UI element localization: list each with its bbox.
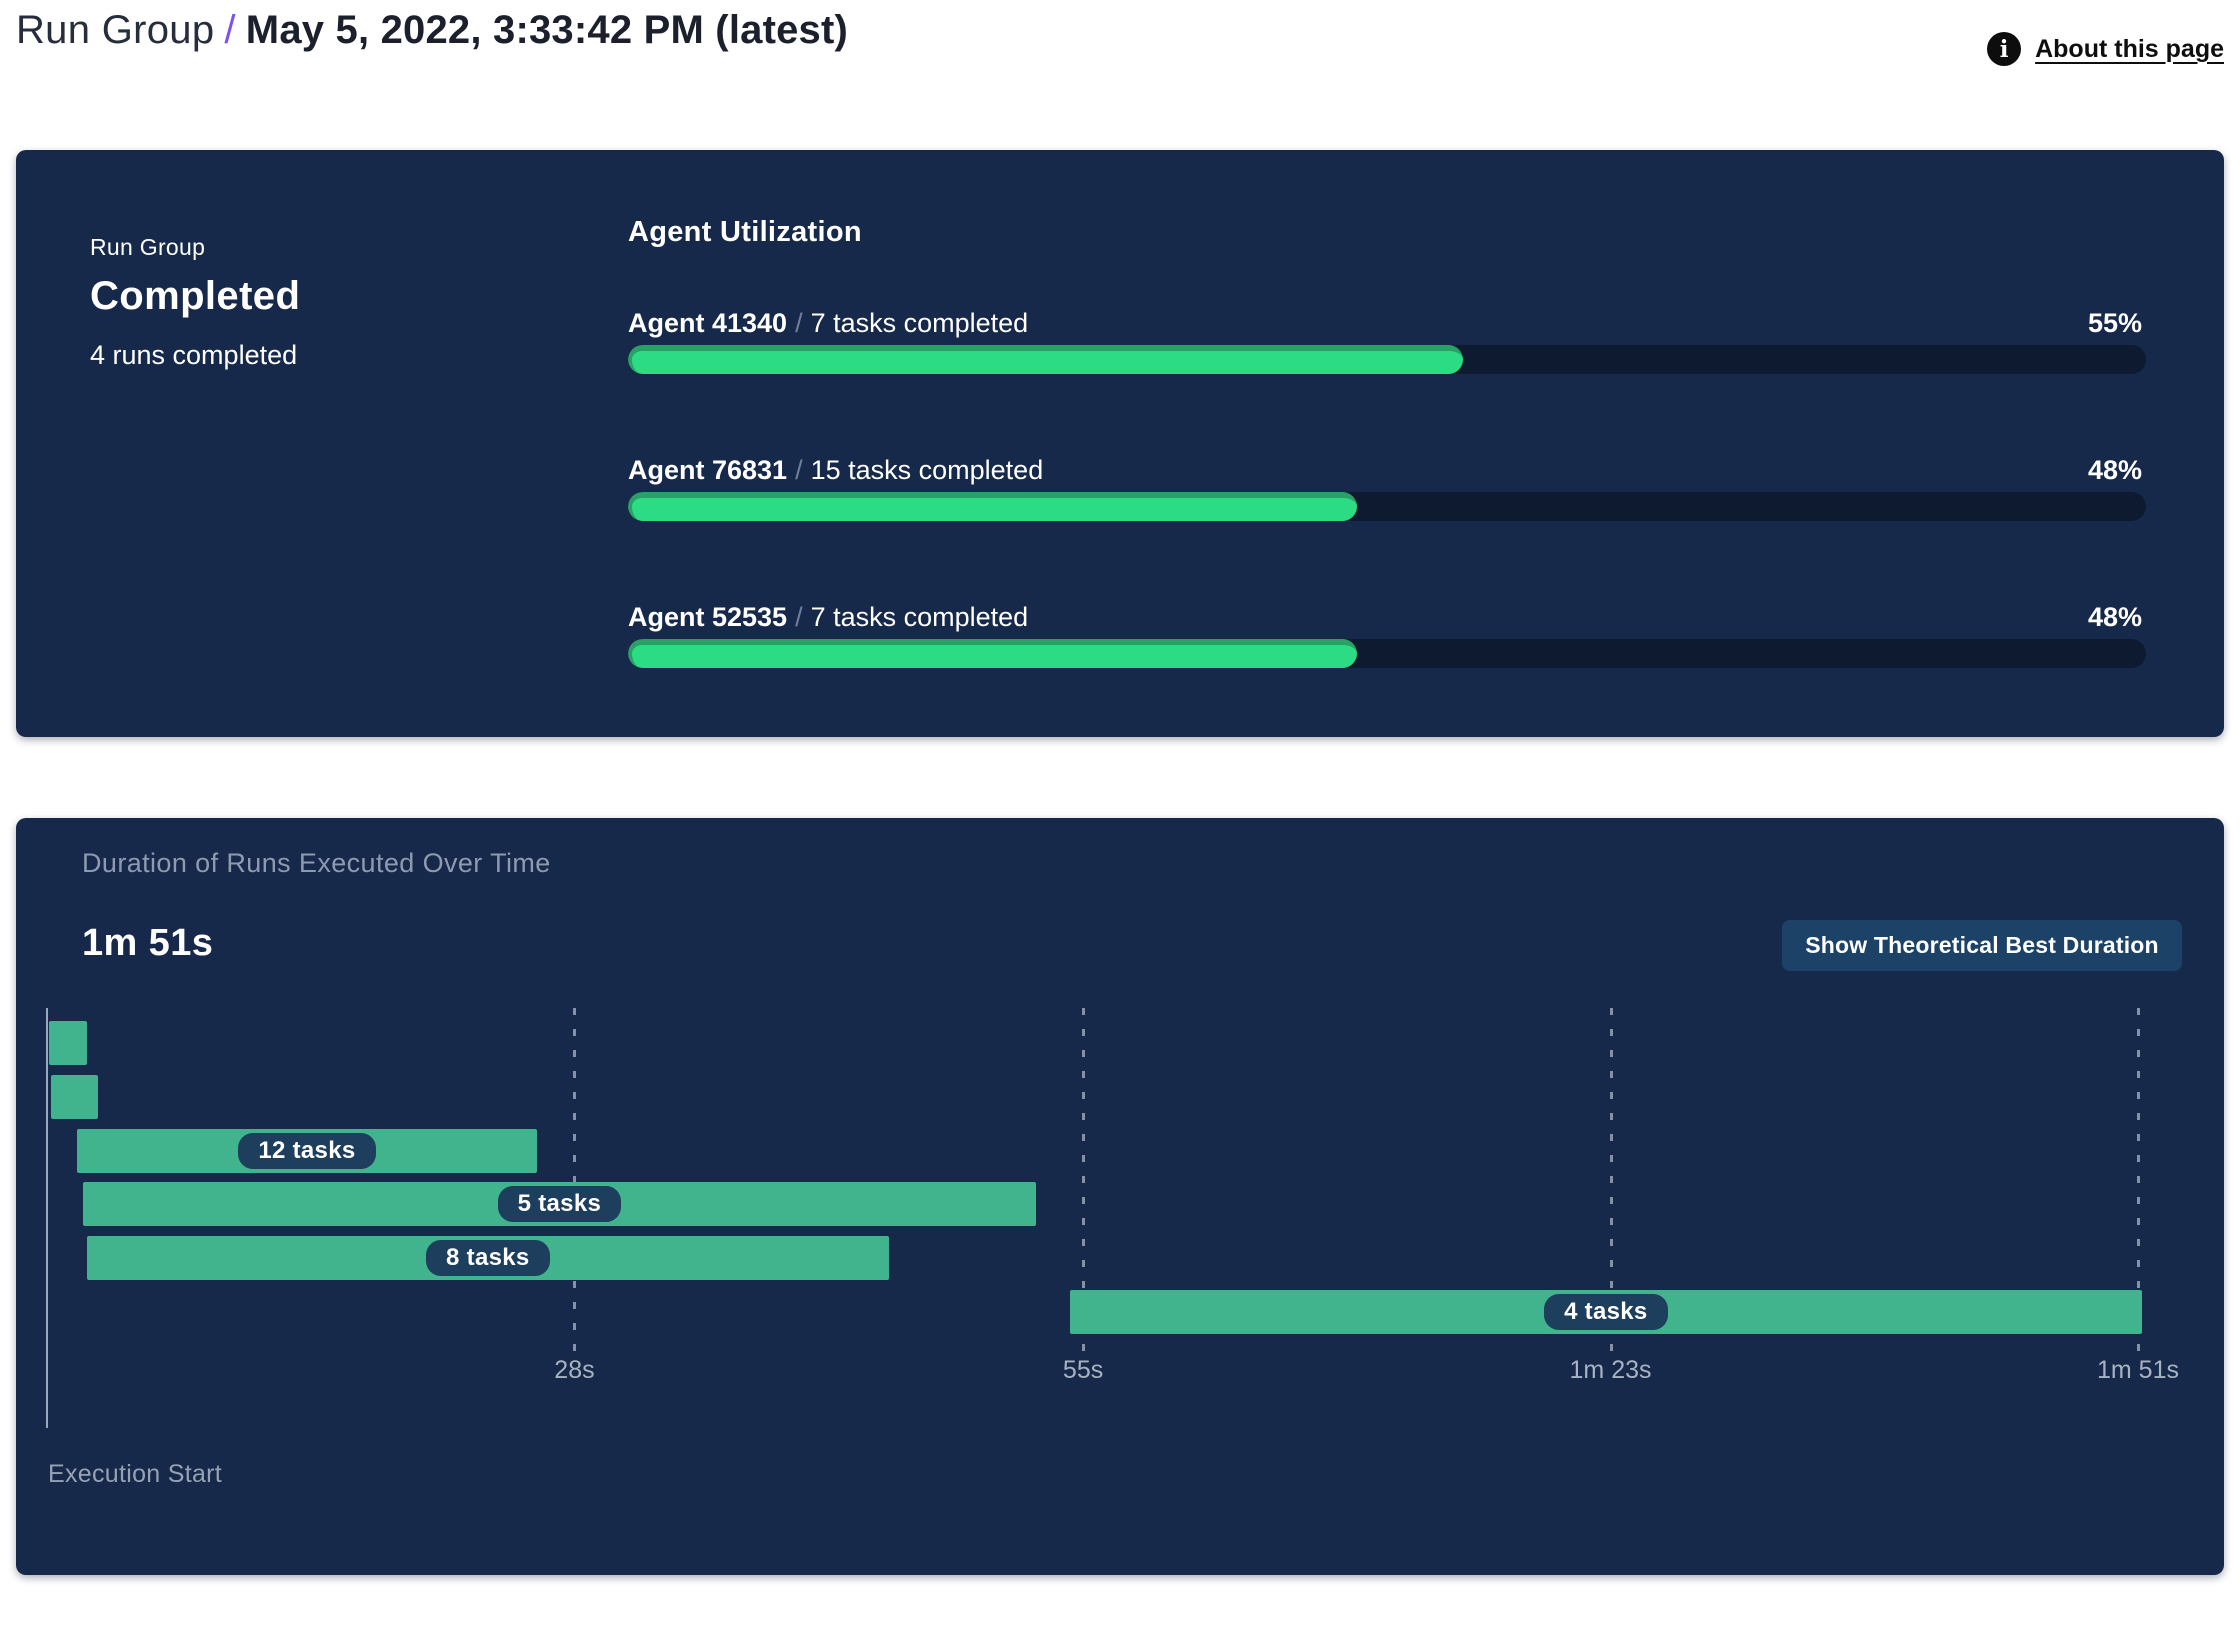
page-header: Run Group / May 5, 2022, 3:33:42 PM (lates… [0,0,2240,90]
agent-row-label: Agent 41340/7 tasks completed [628,308,2146,339]
agent-label-separator: / [795,602,803,632]
agent-utilization-row: Agent 52535/7 tasks completed 48% [628,602,2146,682]
agent-utilization-percent: 48% [2087,455,2142,485]
agent-utilization-row: Agent 41340/7 tasks completed 55% [628,308,2146,388]
time-gridline [1609,1008,1613,1352]
total-duration-value: 1m 51s [82,922,214,964]
agent-tasks-completed: 7 tasks completed [810,602,1029,632]
run-duration-bar[interactable]: 12 tasks [77,1128,537,1173]
about-link-group: i About this page [1987,32,2224,66]
run-group-label: Run Group [90,234,206,260]
execution-start-label: Execution Start [48,1460,223,1488]
page-title-date: May 5, 2022, 3:33:42 PM (latest) [245,8,849,52]
agent-utilization-list: Agent 41340/7 tasks completed 55% Agent 76… [628,150,2146,737]
run-group-summary-panel: Run Group Completed 4 runs completed Age… [16,150,2224,737]
agent-name: Agent 41340 [628,308,788,338]
axis-tick-label: 1m 51s [2097,1356,2179,1384]
agent-progress-fill [628,639,1357,668]
about-this-page-link[interactable]: About this page [2035,34,2224,63]
run-duration-bar[interactable] [50,1074,98,1119]
task-count-pill: 12 tasks [238,1132,376,1169]
agent-progress-fill [628,492,1357,521]
time-gridline [573,1008,577,1352]
task-count-pill: 4 tasks [1544,1294,1668,1330]
agent-utilization-heading: Agent Utilization [628,216,862,248]
task-count-pill: 8 tasks [426,1240,550,1277]
agent-utilization-percent: 48% [2087,602,2142,632]
run-duration-bar[interactable]: 4 tasks [1069,1290,2142,1334]
agent-tasks-completed: 7 tasks completed [810,308,1029,338]
agent-label-separator: / [795,455,803,485]
show-theoretical-best-duration-button[interactable]: Show Theoretical Best Duration [1782,920,2182,971]
run-group-status: Completed [90,274,301,318]
agent-utilization-percent: 55% [2087,308,2142,338]
time-gridline [1082,1008,1086,1352]
agent-name: Agent 76831 [628,455,788,485]
run-duration-bar[interactable]: 8 tasks [86,1236,890,1281]
duration-chart-title: Duration of Runs Executed Over Time [82,848,551,878]
gantt-chart: 12 tasks 5 tasks 8 tasks 4 tasks 28s 55s 1m 2… [16,1008,2240,1508]
agent-name: Agent 52535 [628,602,788,632]
duration-panel: Duration of Runs Executed Over Time 1m 5… [16,818,2224,1575]
axis-tick-label: 28s [554,1356,595,1384]
run-duration-bar[interactable]: 5 tasks [82,1182,1036,1227]
agent-label-separator: / [795,308,803,338]
agent-progress-track [628,492,2146,521]
run-duration-bar[interactable] [48,1021,87,1065]
breadcrumb-run-group[interactable]: Run Group [16,8,215,52]
agent-row-label: Agent 52535/7 tasks completed [628,602,2146,633]
time-gridline [2137,1008,2140,1352]
breadcrumb-separator: / [224,8,236,52]
agent-progress-track [628,345,2146,374]
agent-tasks-completed: 15 tasks completed [810,455,1044,485]
info-icon[interactable]: i [1987,32,2022,66]
agent-row-label: Agent 76831/15 tasks completed [628,455,2146,486]
page-title: Run Group / May 5, 2022, 3:33:42 PM (lates… [16,8,848,53]
axis-tick-label: 1m 23s [1569,1356,1652,1384]
runs-completed-count: 4 runs completed [90,340,298,370]
axis-tick-label: 55s [1062,1356,1104,1384]
execution-start-axis-line [46,1008,48,1428]
agent-progress-fill [628,345,1463,374]
task-count-pill: 5 tasks [497,1186,622,1223]
agent-utilization-row: Agent 76831/15 tasks completed 48% [628,455,2146,535]
agent-progress-track [628,639,2146,668]
